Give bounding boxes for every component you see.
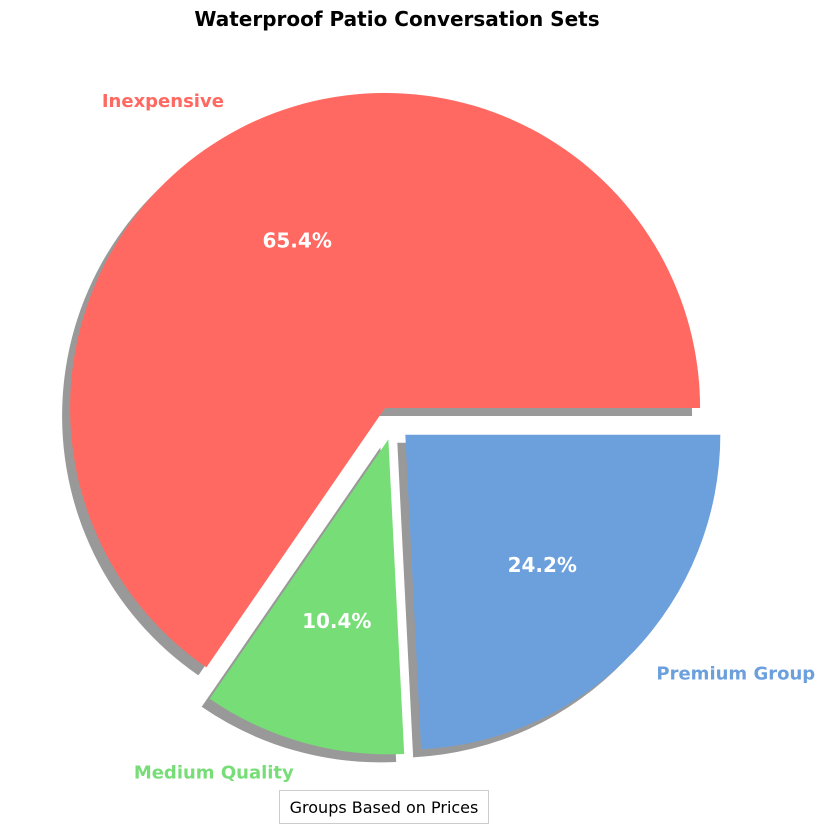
pct-label-premium-group: 24.2%: [508, 553, 577, 577]
slice-medium-quality: [209, 439, 405, 755]
slice-premium-group: [405, 434, 721, 750]
slice-label-inexpensive: Inexpensive: [102, 91, 224, 112]
legend-title: Groups Based on Prices: [289, 797, 479, 817]
legend: Groups Based on Prices: [279, 790, 489, 824]
slice-inexpensive: [70, 92, 701, 668]
chart-title: Waterproof Patio Conversation Sets: [194, 7, 599, 31]
slice-label-medium-quality: Medium Quality: [134, 763, 294, 784]
pct-label-inexpensive: 65.4%: [262, 229, 331, 253]
slice-label-premium-group: Premium Group: [656, 663, 815, 684]
pct-label-medium-quality: 10.4%: [302, 609, 371, 633]
